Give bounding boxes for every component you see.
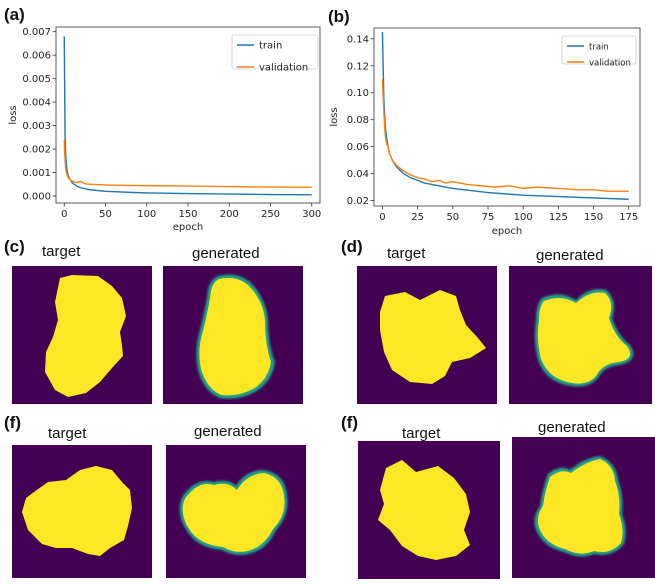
x-tick-label: 0 <box>379 212 385 223</box>
y-tick-label: 0.001 <box>22 168 51 179</box>
generated-shape <box>537 459 623 554</box>
panel-label-b: (b) <box>328 7 350 26</box>
generated-title-d: generated <box>536 247 604 264</box>
legend-box <box>561 35 637 65</box>
x-tick-label: 150 <box>584 212 603 223</box>
plot-frame <box>373 27 641 207</box>
x-tick-label: 100 <box>137 209 156 220</box>
generated-image-c <box>163 266 303 404</box>
y-tick-label: 0.06 <box>347 142 369 153</box>
legend-label-validation: validation <box>259 63 308 74</box>
y-tick-label: 0.004 <box>22 98 51 109</box>
y-tick-label: 0.003 <box>22 121 51 132</box>
loss-chart-a: 0 50 100 150 200 250 300 0.000 0.001 0.002 0.003 0.… <box>8 26 321 233</box>
panel-label-f1: (f) <box>4 413 21 432</box>
target-image-c <box>12 266 152 404</box>
y-tick-label: 0.10 <box>347 88 369 99</box>
generated-image-f2 <box>512 437 655 578</box>
generated-shape <box>537 292 631 384</box>
x-tick-label: 250 <box>261 209 280 220</box>
y-tick-label: 0.000 <box>22 191 51 202</box>
x-tick-label: 0 <box>61 209 67 220</box>
x-tick-label: 300 <box>302 209 321 220</box>
series-line-train <box>63 36 312 196</box>
x-tick-label: 50 <box>446 212 459 223</box>
legend-label-train: train <box>589 43 609 53</box>
loss-chart-b: 0 25 50 75 100 125 150 175 0.02 0.04 0.06 0.08 0.10 0… <box>329 27 641 237</box>
panel-label-d: (d) <box>341 237 363 256</box>
target-shape <box>45 275 126 397</box>
x-tick-label: 200 <box>220 209 239 220</box>
series-line-train <box>381 32 629 200</box>
generated-title-c: generated <box>192 245 260 262</box>
x-tick-label: 100 <box>514 212 533 223</box>
y-tick-label: 0.02 <box>347 196 369 207</box>
x-tick-label: 150 <box>178 209 197 220</box>
panel-label-c: (c) <box>4 237 25 256</box>
y-tick-label: 0.08 <box>347 115 369 126</box>
target-shape <box>380 290 486 384</box>
generated-image-d <box>509 266 652 404</box>
target-image-f2 <box>358 441 500 579</box>
y-tick-label: 0.006 <box>22 51 51 62</box>
target-title-c: target <box>42 243 81 260</box>
y-tick-label: 0.007 <box>22 27 51 38</box>
target-image-f1 <box>12 445 152 578</box>
legend-box <box>231 34 319 70</box>
target-shape <box>378 460 470 560</box>
y-tick-label: 0.002 <box>22 145 51 156</box>
series-line-validation <box>63 139 312 188</box>
target-image-d <box>357 266 497 404</box>
y-tick-label: 0.12 <box>347 61 369 72</box>
target-title-f2: target <box>402 425 441 442</box>
generated-title-f1: generated <box>194 423 262 440</box>
generated-image-f1 <box>166 445 306 578</box>
legend-label-train: train <box>259 41 282 52</box>
generated-shape <box>182 473 285 552</box>
legend-label-validation: validation <box>589 59 631 69</box>
target-title-d: target <box>387 245 426 262</box>
x-axis-label: epoch <box>173 222 203 233</box>
series-line-validation <box>381 79 629 192</box>
x-tick-label: 125 <box>549 212 568 223</box>
generated-title-f2: generated <box>538 419 606 436</box>
target-shape <box>22 466 132 556</box>
generated-shape <box>199 277 271 396</box>
x-tick-label: 50 <box>99 209 112 220</box>
panel-label-f2: (f) <box>341 413 358 432</box>
panel-label-a: (a) <box>4 5 25 24</box>
x-tick-label: 75 <box>482 212 495 223</box>
x-axis-label: epoch <box>492 226 522 237</box>
y-tick-label: 0.04 <box>347 169 369 180</box>
y-axis-label: loss <box>8 105 19 124</box>
target-title-f1: target <box>48 425 87 442</box>
x-tick-label: 25 <box>411 212 424 223</box>
y-tick-label: 0.14 <box>347 34 369 45</box>
y-axis-label: loss <box>329 107 340 126</box>
y-tick-label: 0.005 <box>22 74 51 85</box>
x-tick-label: 175 <box>619 212 638 223</box>
